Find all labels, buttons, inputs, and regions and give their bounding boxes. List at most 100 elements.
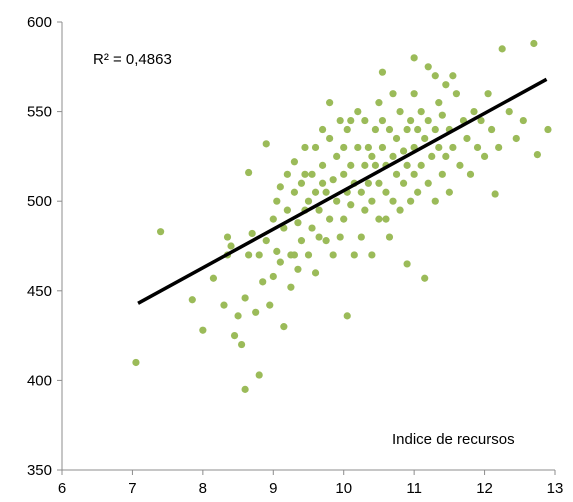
- data-point: [368, 152, 376, 160]
- data-point: [252, 308, 260, 316]
- data-point: [283, 206, 291, 214]
- data-point: [431, 125, 439, 134]
- data-point: [392, 170, 401, 178]
- x-axis-annotation: Indice de recursos: [392, 431, 515, 448]
- data-point: [333, 197, 341, 205]
- data-point: [368, 251, 376, 259]
- data-point: [417, 161, 425, 169]
- x-tick-label: 8: [199, 480, 207, 497]
- data-point: [435, 99, 443, 107]
- data-point: [484, 90, 492, 98]
- data-point: [389, 197, 397, 205]
- data-point: [375, 99, 383, 107]
- data-point: [491, 190, 499, 198]
- data-point: [262, 237, 270, 245]
- data-point: [505, 108, 513, 116]
- data-point: [519, 116, 527, 125]
- x-tick-label: 6: [58, 480, 66, 497]
- data-point: [403, 125, 411, 134]
- data-point: [414, 188, 422, 196]
- data-point: [290, 188, 299, 196]
- data-point: [361, 161, 369, 169]
- data-point: [315, 233, 323, 241]
- data-point: [410, 170, 418, 178]
- x-tick-label: 11: [406, 480, 422, 497]
- data-point: [301, 170, 309, 178]
- data-point: [294, 265, 302, 273]
- data-point: [340, 143, 348, 152]
- data-point: [456, 161, 464, 169]
- data-point: [343, 312, 351, 320]
- data-point: [463, 134, 471, 143]
- data-point: [385, 233, 394, 241]
- data-point: [357, 233, 365, 241]
- trendline: [137, 77, 548, 305]
- y-tick-label: 450: [27, 283, 52, 300]
- data-point: [392, 134, 401, 143]
- data-point: [322, 237, 330, 245]
- y-tick-label: 400: [27, 372, 52, 389]
- data-point: [188, 296, 196, 304]
- data-point: [322, 188, 330, 196]
- data-point: [132, 358, 140, 367]
- data-point: [311, 143, 320, 152]
- data-point: [488, 125, 496, 134]
- data-point: [364, 143, 372, 152]
- data-point: [470, 108, 478, 116]
- data-point: [389, 90, 397, 98]
- data-point: [375, 179, 383, 187]
- data-point: [477, 116, 485, 125]
- data-point: [452, 90, 460, 98]
- data-point: [157, 228, 165, 236]
- data-point: [248, 229, 256, 238]
- data-point: [424, 63, 432, 71]
- data-point: [304, 197, 313, 205]
- data-point: [340, 215, 348, 223]
- data-point: [378, 116, 387, 125]
- data-point: [297, 179, 306, 187]
- data-point: [364, 179, 372, 187]
- data-point: [301, 143, 309, 152]
- data-point: [326, 99, 334, 107]
- data-point: [417, 108, 425, 116]
- data-point: [318, 125, 327, 134]
- data-point: [304, 251, 313, 259]
- data-point: [347, 116, 355, 125]
- data-point: [223, 233, 232, 241]
- data-point: [512, 134, 520, 143]
- data-point: [237, 340, 246, 349]
- data-point: [199, 326, 207, 334]
- data-point: [466, 170, 475, 178]
- data-point: [220, 301, 228, 309]
- data-points-layer: [132, 39, 552, 393]
- data-point: [495, 143, 503, 152]
- data-point: [382, 215, 390, 223]
- data-point: [357, 188, 365, 196]
- data-point: [396, 108, 404, 116]
- data-point: [269, 272, 277, 281]
- data-point: [396, 206, 404, 214]
- data-point: [273, 247, 281, 255]
- data-point: [280, 323, 288, 331]
- data-point: [498, 45, 506, 53]
- data-point: [347, 201, 355, 209]
- data-point: [442, 152, 450, 160]
- x-tick-label: 12: [476, 480, 493, 497]
- data-point: [378, 143, 387, 152]
- data-point: [290, 158, 299, 166]
- data-point: [354, 143, 362, 152]
- y-axis-ticks: 350 400 450 500 550 600: [27, 14, 62, 479]
- data-point: [297, 237, 306, 245]
- data-point: [438, 170, 446, 178]
- data-point: [347, 161, 355, 169]
- data-point: [326, 215, 334, 223]
- data-point: [336, 233, 344, 241]
- data-point: [403, 161, 411, 169]
- data-point: [361, 116, 369, 125]
- data-point: [442, 81, 450, 89]
- data-point: [410, 90, 418, 98]
- data-point: [255, 371, 263, 379]
- data-point: [449, 72, 457, 80]
- data-point: [449, 143, 457, 152]
